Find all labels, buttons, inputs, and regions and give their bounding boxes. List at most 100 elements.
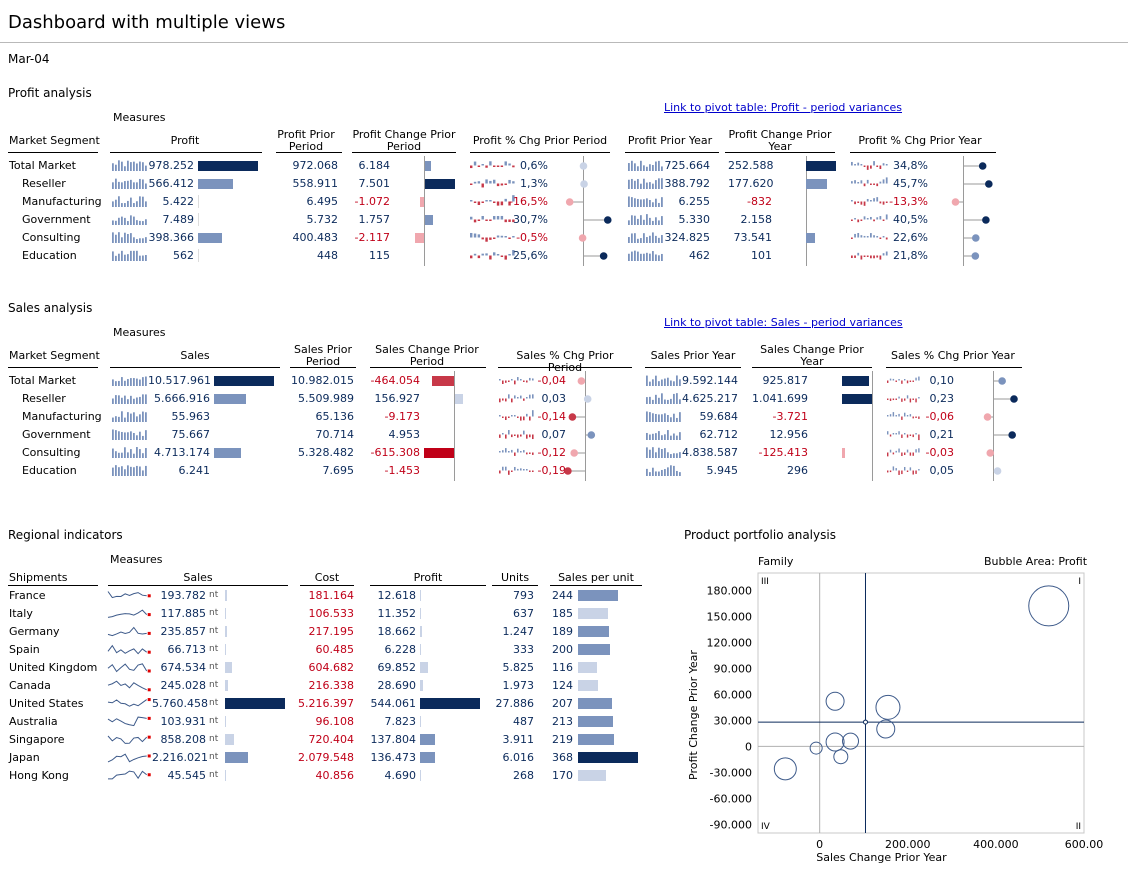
profit-py-spark — [628, 160, 663, 171]
sales-py-spark — [646, 375, 681, 386]
y-tick-label: -30.000 — [710, 766, 752, 779]
x-tick-label: 600.00 — [1065, 838, 1104, 851]
regional-spu-bar — [578, 698, 612, 709]
regional-cost: 604.682 — [308, 661, 355, 674]
regional-spu: 185 — [552, 607, 573, 620]
profit-pct-py: 21,8% — [893, 249, 928, 262]
bubble-point — [876, 719, 896, 739]
regional-spu-bar — [578, 590, 618, 601]
sales-pct-pp-spark — [499, 466, 534, 475]
regional-units: 637 — [513, 607, 534, 620]
profit-prior-period: 448 — [317, 249, 338, 262]
profit-segment-name: Education — [22, 249, 77, 262]
sales-prior-period: 10.982.015 — [291, 374, 354, 387]
regional-spu-bar — [578, 752, 638, 763]
sales-pct-py-pin — [983, 413, 993, 421]
regional-profit-bar — [420, 752, 436, 763]
page-title: Dashboard with multiple views — [8, 12, 286, 33]
profit-header-rule — [470, 152, 610, 153]
regional-spu: 124 — [552, 679, 573, 692]
profit-bar — [198, 249, 199, 262]
unit-label: nt — [209, 680, 219, 690]
regional-cost: 60.485 — [315, 643, 355, 656]
regional-profit: 7.823 — [384, 715, 417, 728]
regional-profit: 28.690 — [377, 679, 417, 692]
sales-change-py: -3.721 — [772, 410, 808, 423]
report-date: Mar-04 — [8, 52, 50, 66]
sales-pct-pp: -0,14 — [537, 410, 566, 423]
sales-pct-pp-spark — [499, 410, 534, 421]
sales-pct-pp: -0,04 — [537, 374, 566, 387]
sales-bar — [214, 394, 247, 404]
profit-header-rule — [725, 152, 835, 153]
sales-py-spark — [646, 447, 681, 458]
y-tick-label: 90.000 — [714, 662, 753, 675]
regional-header-rule — [550, 585, 642, 586]
profit-pct-py: 34,8% — [893, 159, 928, 172]
regional-profit-bar — [420, 680, 424, 691]
regional-profit: 4.690 — [384, 769, 417, 782]
regional-spu-bar — [578, 626, 609, 637]
profit-pivot-link[interactable]: Link to pivot table: Profit - period var… — [664, 101, 902, 114]
profit-header-0: Market Segment — [9, 134, 100, 147]
sales-prior-year: 62.712 — [699, 428, 739, 441]
profit-pct-py-spark — [851, 197, 888, 206]
sales-pct-pp-pin — [570, 449, 585, 457]
x-axis-label: Sales Change Prior Year — [816, 851, 947, 864]
sales-baseline — [993, 371, 994, 481]
sales-prior-period: 7.695 — [322, 464, 355, 477]
bubble-point — [833, 749, 849, 765]
profit-pct-pp-spark — [470, 195, 515, 206]
sales-pct-py-pin — [993, 395, 1018, 403]
profit-change-py: -832 — [747, 195, 772, 208]
regional-sales: 245.028 — [160, 679, 207, 692]
unit-label: nt — [209, 716, 219, 726]
sales-pivot-link[interactable]: Link to pivot table: Sales - period vari… — [664, 316, 903, 329]
quadrant-label: I — [1078, 577, 1081, 587]
unit-label: nt — [209, 698, 219, 708]
profit-change-py-bar — [806, 161, 836, 171]
sales-prior-period: 70.714 — [315, 428, 355, 441]
sales-pct-py-spark — [887, 431, 920, 441]
plot-frame — [757, 572, 1085, 834]
sales-prior-period: 65.136 — [315, 410, 355, 423]
regional-units: 333 — [513, 643, 534, 656]
sales-pct-py-pin — [993, 377, 1006, 385]
regional-spu-bar — [578, 734, 614, 745]
sales-value: 6.241 — [178, 464, 211, 477]
sales-header-2: Sales Prior Period — [293, 343, 353, 368]
sales-pct-py-pin — [993, 467, 1002, 475]
country-name: Germany — [9, 625, 60, 638]
profit-header-rule — [276, 152, 342, 153]
profit-spark — [112, 232, 147, 243]
y-tick-label: 180.000 — [707, 584, 753, 597]
profit-header-rule — [110, 152, 262, 153]
sales-pct-py: -0,03 — [925, 446, 954, 459]
profit-change-py: 73.541 — [733, 231, 773, 244]
sales-section-title: Sales analysis — [8, 301, 93, 315]
sales-pct-py-pin — [986, 449, 995, 457]
profit-header-6: Profit Change Prior Year — [728, 128, 832, 153]
profit-segment-name: Reseller — [22, 177, 66, 190]
sales-change-pp-bar — [431, 376, 454, 386]
regional-header-rule — [108, 585, 288, 586]
profit-prior-year: 462 — [689, 249, 710, 262]
regional-sales-spark — [107, 591, 151, 599]
sales-header-rule — [370, 367, 486, 368]
regional-sales-spark — [107, 644, 151, 655]
sales-py-spark — [646, 465, 681, 476]
sales-change-pp: -615.308 — [370, 446, 420, 459]
sales-change-pp: 4.953 — [388, 428, 421, 441]
profit-pct-py-pin — [963, 234, 980, 242]
profit-pct-py-pin — [963, 162, 987, 170]
sales-py-spark — [646, 430, 681, 440]
profit-spark — [112, 196, 147, 207]
sales-pct-pp: -0,19 — [537, 464, 566, 477]
profit-change-pp: 1.757 — [358, 213, 391, 226]
regional-sales-bar — [225, 590, 228, 601]
sales-pct-pp-pin — [585, 431, 596, 439]
regional-profit-bar — [420, 770, 421, 781]
regional-sales-bar — [225, 716, 227, 727]
profit-bar — [198, 195, 199, 208]
regional-sales-spark — [107, 663, 151, 673]
